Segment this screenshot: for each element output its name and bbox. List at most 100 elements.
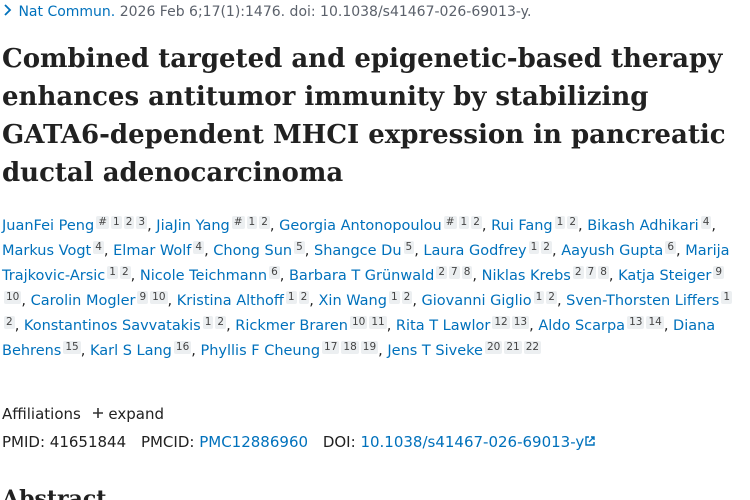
affiliation-ref[interactable]: 1 bbox=[285, 291, 297, 304]
author-name[interactable]: Niklas Krebs bbox=[481, 268, 571, 284]
affiliation-ref[interactable]: 22 bbox=[523, 341, 542, 354]
affiliation-ref[interactable]: 3 bbox=[136, 216, 148, 229]
affiliation-ref[interactable]: 7 bbox=[449, 266, 460, 279]
author-name[interactable]: Kristina Althoff bbox=[176, 293, 284, 309]
author-name[interactable]: Rickmer Braren bbox=[235, 318, 348, 334]
author-name[interactable]: Laura Godfrey bbox=[423, 243, 527, 259]
affiliation-ref[interactable]: 1 bbox=[388, 291, 400, 304]
affiliation-ref[interactable]: 2 bbox=[567, 216, 579, 229]
affiliation-ref[interactable]: 2 bbox=[471, 216, 482, 229]
affiliation-ref[interactable]: 1 bbox=[533, 291, 545, 304]
affiliation-ref[interactable]: 4 bbox=[193, 241, 205, 254]
affiliation-ref[interactable]: 10 bbox=[349, 316, 368, 329]
affiliation-ref[interactable]: # bbox=[231, 216, 245, 229]
affiliation-ref[interactable]: 15 bbox=[63, 341, 81, 354]
author-name[interactable]: Giovanni Giglio bbox=[421, 293, 532, 309]
author-name[interactable]: Carolin Mogler bbox=[30, 293, 136, 309]
affiliation-ref[interactable]: 1 bbox=[721, 291, 733, 304]
affiliation-ref[interactable]: 1 bbox=[107, 266, 118, 279]
author-name[interactable]: Marija Trajkovic-Arsic bbox=[2, 243, 730, 284]
affiliation-ref[interactable]: 9 bbox=[137, 291, 149, 304]
author-name[interactable]: Aayush Gupta bbox=[561, 243, 664, 259]
affiliation-ref[interactable]: 19 bbox=[360, 341, 379, 354]
author-name[interactable]: Shangce Du bbox=[313, 243, 402, 259]
affiliation-ref[interactable]: 1 bbox=[528, 241, 540, 254]
affiliation-ref[interactable]: 2 bbox=[572, 266, 584, 279]
affiliation-ref[interactable]: 1 bbox=[554, 216, 566, 229]
author-name[interactable]: Rui Fang bbox=[491, 218, 553, 234]
author-name[interactable]: Barbara T Grünwald bbox=[288, 268, 435, 284]
author-name[interactable]: Jens T Siveke bbox=[387, 343, 483, 359]
doi-link[interactable]: 10.1038/s41467-026-69013-y bbox=[360, 433, 585, 451]
author: Rickmer Braren 10 11, bbox=[235, 316, 391, 334]
affiliation-ref[interactable]: 4 bbox=[93, 241, 104, 254]
author: Rui Fang 1 2, bbox=[491, 216, 583, 234]
author-name[interactable]: Diana Behrens bbox=[2, 318, 716, 359]
author: Jens T Siveke 20 21 22 bbox=[387, 341, 542, 359]
author-name[interactable]: Phyllis F Cheung bbox=[200, 343, 321, 359]
affiliation-ref[interactable]: 13 bbox=[511, 316, 530, 329]
affiliation-ref[interactable]: 6 bbox=[665, 241, 677, 254]
affiliation-ref[interactable]: 8 bbox=[598, 266, 609, 279]
affiliation-ref[interactable]: 20 bbox=[484, 341, 503, 354]
affiliation-ref[interactable]: 2 bbox=[541, 241, 552, 254]
affiliation-ref[interactable]: 2 bbox=[436, 266, 448, 279]
affiliation-ref[interactable]: 12 bbox=[492, 316, 510, 329]
author-name[interactable]: Rita T Lawlor bbox=[395, 318, 491, 334]
journal-link[interactable]: Nat Commun. bbox=[18, 4, 116, 20]
author-name[interactable]: Nicole Teichmann bbox=[139, 268, 268, 284]
affiliation-ref[interactable]: 13 bbox=[627, 316, 645, 329]
affiliation-ref[interactable]: 2 bbox=[298, 291, 310, 304]
author-separator: , bbox=[80, 343, 86, 359]
affiliation-ref[interactable]: 21 bbox=[504, 341, 522, 354]
affiliation-ref[interactable]: 2 bbox=[4, 316, 15, 329]
author-separator: , bbox=[309, 293, 314, 309]
author-name[interactable]: Aldo Scarpa bbox=[538, 318, 626, 334]
affiliation-ref[interactable]: 17 bbox=[322, 341, 340, 354]
author-name[interactable]: Elmar Wolf bbox=[113, 243, 192, 259]
affiliation-ref[interactable]: # bbox=[443, 216, 457, 229]
affiliation-ref[interactable]: 5 bbox=[294, 241, 305, 254]
affiliation-ref[interactable]: 10 bbox=[150, 291, 168, 304]
author-name[interactable]: Sven-Thorsten Liffers bbox=[566, 293, 720, 309]
author: Laura Godfrey 1 2, bbox=[423, 241, 557, 259]
author-name[interactable]: Chong Sun bbox=[213, 243, 293, 259]
affiliation-ref[interactable]: 14 bbox=[646, 316, 664, 329]
affiliation-ref[interactable]: 2 bbox=[215, 316, 227, 329]
expand-toggle[interactable]: expand bbox=[92, 405, 164, 423]
author-name[interactable]: Georgia Antonopoulou bbox=[279, 218, 442, 234]
affiliation-ref[interactable]: 1 bbox=[111, 216, 122, 229]
author-name[interactable]: JuanFei Peng bbox=[2, 218, 95, 234]
affiliation-ref[interactable]: 1 bbox=[458, 216, 470, 229]
affiliation-ref[interactable]: 2 bbox=[123, 216, 135, 229]
affiliation-ref[interactable]: 1 bbox=[202, 316, 214, 329]
affiliation-ref[interactable]: 18 bbox=[341, 341, 359, 354]
pmcid-link[interactable]: PMC12886960 bbox=[199, 433, 309, 451]
plus-icon bbox=[92, 408, 103, 418]
affiliation-ref[interactable]: # bbox=[96, 216, 110, 229]
author-name[interactable]: Markus Vogt bbox=[2, 243, 92, 259]
affiliation-ref[interactable]: 5 bbox=[403, 241, 415, 254]
expand-text[interactable]: expand bbox=[108, 405, 164, 423]
author-name[interactable]: Xin Wang bbox=[318, 293, 387, 309]
author-name[interactable]: Konstantinos Savvatakis bbox=[23, 318, 201, 334]
affiliation-ref[interactable]: 1 bbox=[246, 216, 258, 229]
affiliation-ref[interactable]: 8 bbox=[461, 266, 473, 279]
affiliation-ref[interactable]: 2 bbox=[259, 216, 270, 229]
affiliation-ref[interactable]: 9 bbox=[713, 266, 725, 279]
affiliation-ref[interactable]: 16 bbox=[173, 341, 192, 354]
abstract-heading: Abstract bbox=[2, 486, 107, 500]
author-separator: , bbox=[167, 293, 173, 309]
affiliation-ref[interactable]: 2 bbox=[546, 291, 557, 304]
affiliation-ref[interactable]: 2 bbox=[119, 266, 131, 279]
author-name[interactable]: Bikash Adhikari bbox=[587, 218, 699, 234]
author-name[interactable]: JiaJin Yang bbox=[156, 218, 230, 234]
affiliation-ref[interactable]: 6 bbox=[269, 266, 280, 279]
author-name[interactable]: Katja Steiger bbox=[618, 268, 712, 284]
affiliation-ref[interactable]: 4 bbox=[700, 216, 712, 229]
affiliation-ref[interactable]: 11 bbox=[369, 316, 387, 329]
affiliation-ref[interactable]: 10 bbox=[4, 291, 22, 304]
affiliation-ref[interactable]: 2 bbox=[401, 291, 413, 304]
author-name[interactable]: Karl S Lang bbox=[89, 343, 172, 359]
affiliation-ref[interactable]: 7 bbox=[585, 266, 597, 279]
